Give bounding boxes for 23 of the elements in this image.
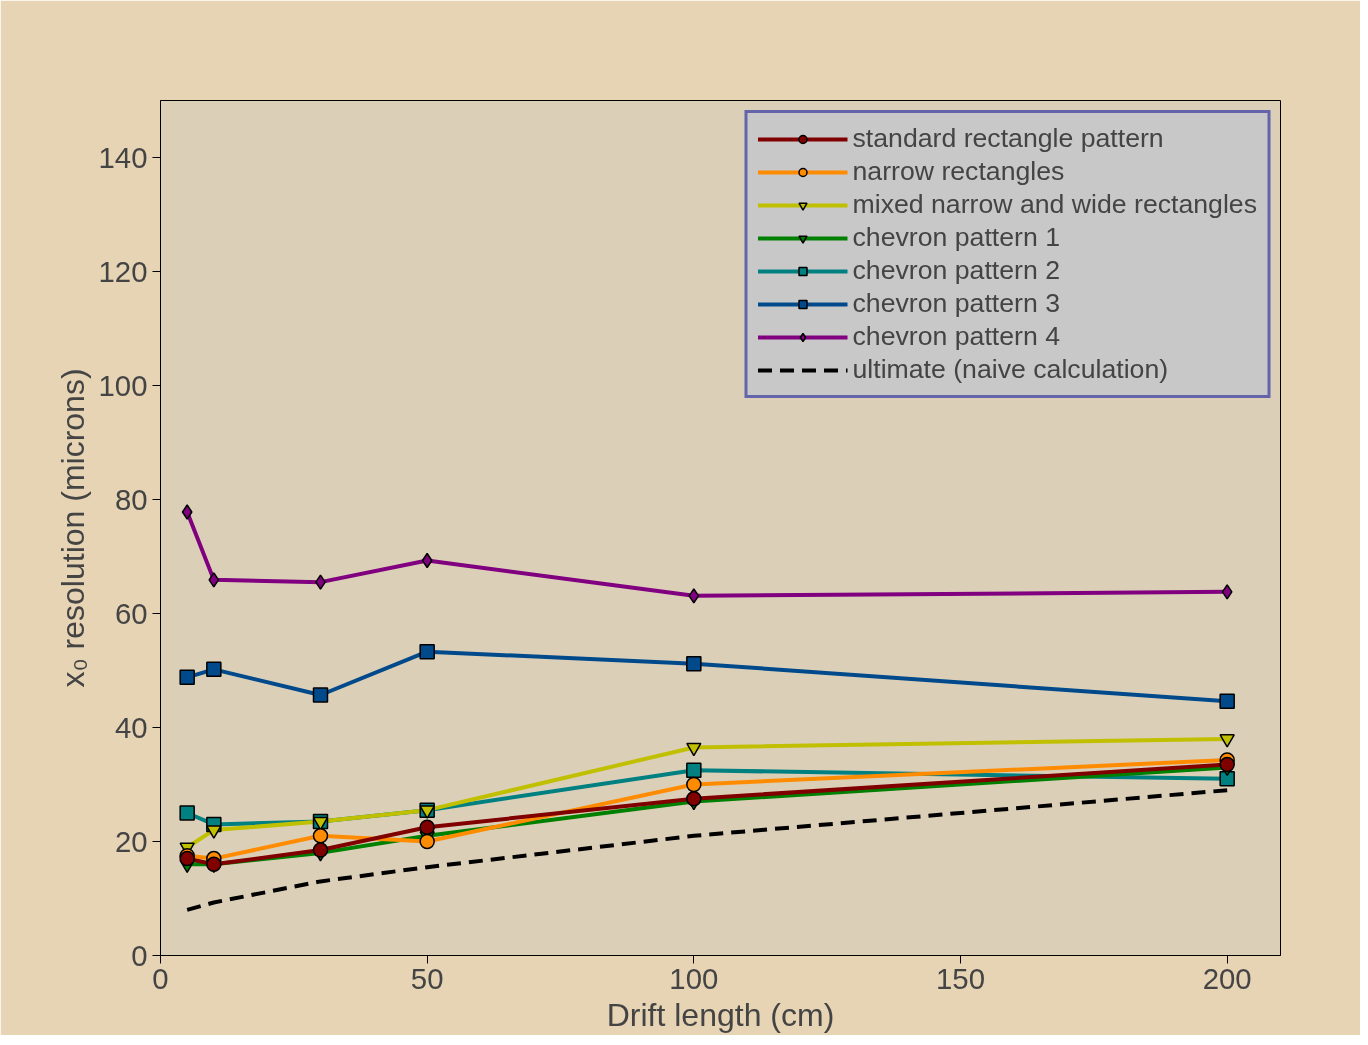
x-tick-label: 0	[152, 961, 169, 995]
y-tick-label: 80	[114, 482, 148, 516]
y-tick-label: 20	[114, 824, 148, 858]
legend-label: mixed narrow and wide rectangles	[852, 189, 1257, 220]
y-tick-label: 120	[98, 254, 148, 288]
y-tick-label: 0	[131, 938, 148, 972]
legend-label: chevron pattern 2	[852, 255, 1060, 286]
x-tick-label: 200	[1202, 961, 1252, 995]
y-axis-title: x₀ resolution (microns)	[54, 368, 91, 688]
legend-label: chevron pattern 4	[852, 321, 1060, 352]
legend-label: ultimate (naive calculation)	[852, 354, 1169, 385]
legend-label: chevron pattern 3	[852, 288, 1060, 319]
y-tick-label: 140	[98, 140, 148, 174]
y-tick-label: 60	[114, 596, 148, 630]
y-tick-label: 100	[98, 368, 148, 402]
x-tick-label: 150	[936, 961, 985, 995]
legend-label: standard rectangle pattern	[852, 123, 1164, 154]
y-tick-label: 40	[114, 710, 148, 744]
x-tick-label: 50	[410, 961, 444, 995]
legend-label: narrow rectangles	[852, 156, 1065, 187]
legend-label: chevron pattern 1	[852, 222, 1060, 253]
x-tick-label: 100	[669, 961, 719, 995]
x-axis-title: Drift length (cm)	[606, 996, 835, 1033]
